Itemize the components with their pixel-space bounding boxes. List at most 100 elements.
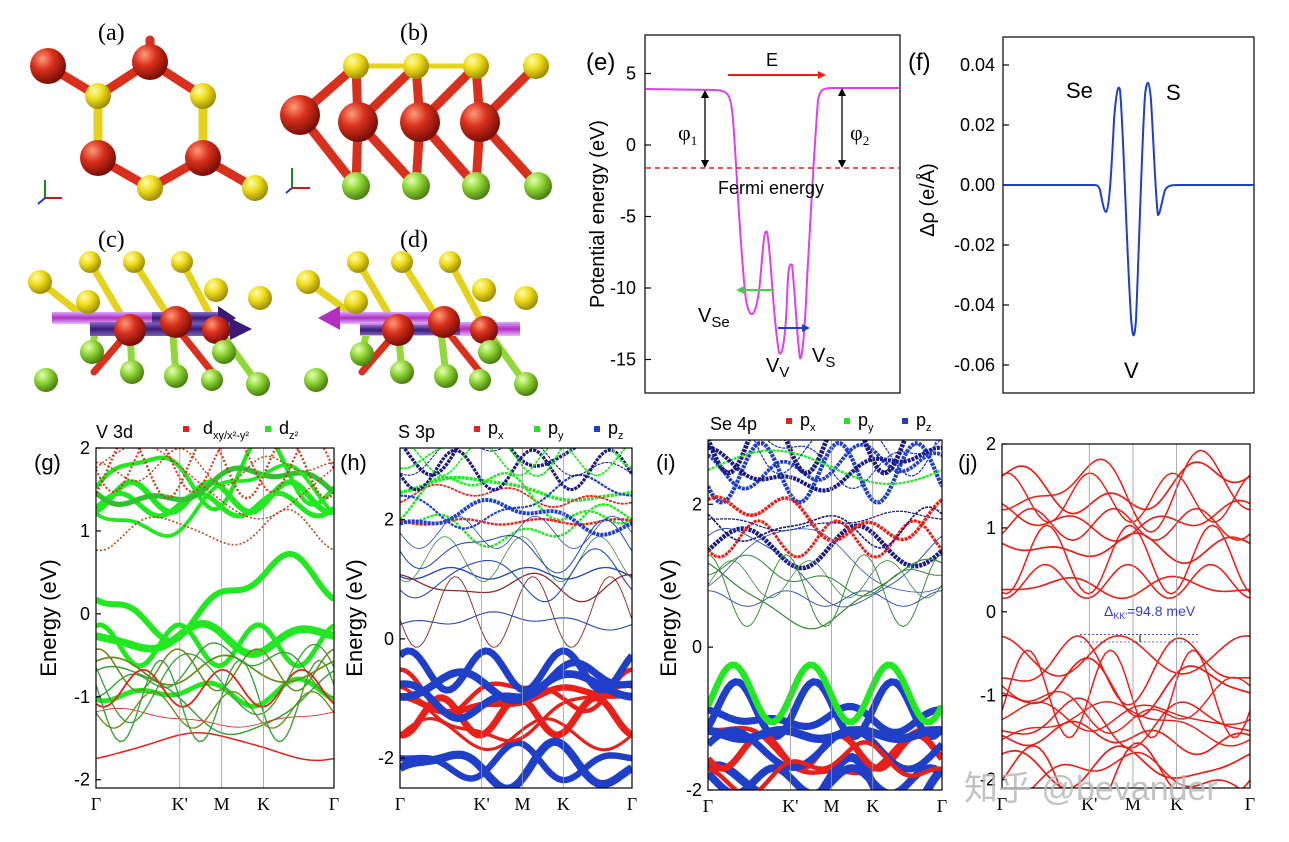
band [96,550,334,644]
tick-label: -2 [378,748,394,768]
band [400,576,632,648]
potential-curve [645,87,900,360]
panel-g-label: (g) [34,450,61,475]
band [708,558,942,630]
panel-f-ylabel: Δρ (e/Å) [916,163,939,237]
band [708,661,942,726]
band [708,590,942,607]
band [1002,507,1250,541]
tick-label: 0 [80,604,90,624]
band [96,465,334,508]
tick-label: 2 [384,510,394,530]
atom-v [132,44,168,80]
tick-label: 1 [986,518,996,538]
panel-i-legend: px py pz [786,410,932,434]
band [708,528,942,593]
k-label: Γ [91,794,101,814]
band [400,448,632,477]
atom-s [85,83,111,109]
band [1002,720,1250,756]
band [402,448,578,477]
tick-label: -1 [980,686,996,706]
legend-py: py [548,418,564,442]
band [96,463,334,538]
panel-f: (f) Δρ (e/Å) 0.04 0.02 0.00 -0.02 -0.04 -0.06… [908,36,1255,394]
panel-h-legend: px py pz [474,418,624,442]
label-s: S [1166,80,1181,105]
legend-marker [474,426,480,432]
band [1002,635,1250,677]
k-label: K [866,796,879,816]
band [1031,751,1241,788]
tick-label: -15 [610,350,636,370]
panel-f-yticks: 0.04 0.02 0.00 -0.02 -0.04 -0.06 [954,55,1009,375]
k-label: K [1170,794,1183,814]
band [708,506,942,549]
band [96,659,334,743]
band [1002,575,1250,600]
panel-e-ylabel: Potential energy (eV) [587,120,609,308]
band [400,519,632,574]
tick-label: 5 [626,64,636,84]
panel-j-plot: 210-1-2Γ K' M K Γ [980,434,1255,814]
legend-marker [534,426,540,432]
field-label: E [766,50,778,70]
tick-label: 0 [626,135,636,155]
legend-px: px [488,418,504,442]
tick-label: 2 [692,494,702,514]
band [400,572,632,603]
phi2-label: φ2 [850,120,869,148]
k-label: M [214,794,230,814]
bands [400,448,632,788]
band [96,490,334,519]
label-se: Se [1066,78,1093,103]
panel-b-label: (b) [400,20,428,46]
tick-label: 0 [986,602,996,622]
atom-v [185,140,221,176]
band [708,560,942,599]
k-label: Γ [395,794,405,814]
band [400,475,632,503]
watermark: 知乎 @bevander [964,770,1218,808]
tick-label: -2 [686,780,702,800]
tick-label: 0.04 [960,55,995,75]
panel-j: (j) [958,450,978,475]
k-label: K' [782,796,798,816]
panel-i-label: (i) [656,450,676,475]
panel-h-ylabel: Energy (eV) [342,559,367,676]
band [1002,649,1250,739]
band [708,740,942,790]
k-label: K' [172,794,188,814]
band [400,737,632,788]
tick-label: -0.02 [954,235,995,255]
panel-h-plot: 2 0 -2 Γ K' M K Γ [378,447,637,814]
band [400,471,632,525]
fermi-label: Fermi energy [718,178,824,198]
tick-label: -2 [980,770,996,790]
panel-i-ylabel: Energy (eV) [656,559,681,676]
band [708,678,942,741]
band [96,508,334,552]
band [1002,657,1250,718]
k-label: Γ [937,796,947,816]
atom-s [137,175,163,201]
bands [708,440,942,790]
frame [1001,443,1251,789]
k-label: K' [474,794,490,814]
k-label: Γ [1245,794,1255,814]
tick-label: -0.04 [954,295,995,315]
kk-splitting-annotation: ΔKK'=94.8 meV [1080,603,1200,643]
vs-label: VS [812,345,835,371]
band [400,566,632,580]
band [96,648,334,692]
band [1002,701,1250,732]
band [400,548,632,603]
band [400,515,632,550]
panel-g-plot: 210-1-2Γ K' M K Γ [74,438,339,814]
panel-g-ylabel: Energy (eV) [36,559,61,676]
band [96,643,334,724]
band [96,691,334,729]
tick-label: -2 [74,770,90,790]
k-label: Γ [627,794,637,814]
tick-label: 0 [384,629,394,649]
